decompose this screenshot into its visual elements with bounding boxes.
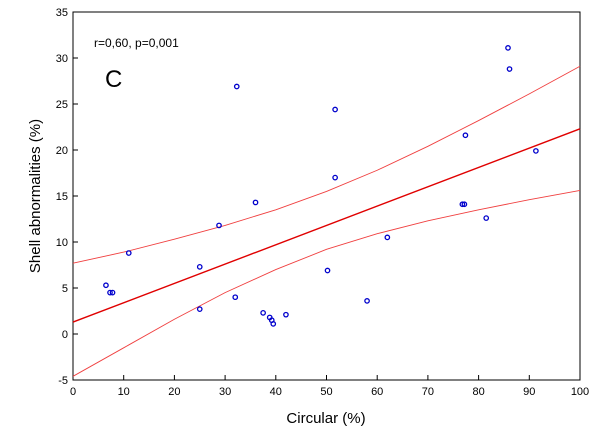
y-tick-label: 25 <box>56 99 68 111</box>
x-tick-label: 80 <box>472 386 484 398</box>
data-point <box>103 282 109 289</box>
y-tick-label: -5 <box>58 375 68 387</box>
y-tick-label: 5 <box>62 283 68 295</box>
x-tick-label: 30 <box>219 386 231 398</box>
x-tick-label: 60 <box>371 386 383 398</box>
data-point <box>324 267 331 274</box>
x-axis-title: Circular (%) <box>286 410 365 427</box>
y-axis: -5 0 5 10 15 20 25 30 35 <box>56 7 78 387</box>
data-point <box>332 174 338 181</box>
data-point <box>233 83 240 90</box>
data-point <box>461 201 468 208</box>
data-point <box>505 45 511 51</box>
confidence-lower-line <box>72 190 581 377</box>
x-tick-label: 70 <box>422 386 434 398</box>
data-point <box>533 148 539 154</box>
data-point <box>270 321 277 327</box>
data-point <box>483 215 490 221</box>
data-point <box>125 250 132 256</box>
data-point <box>283 311 289 318</box>
x-tick-label: 10 <box>118 386 130 398</box>
data-point <box>384 234 391 241</box>
panel-letter: C <box>105 66 122 93</box>
data-point <box>216 222 222 229</box>
regression-line-group <box>72 128 581 323</box>
y-tick-label: 15 <box>56 191 68 203</box>
data-point <box>506 66 513 72</box>
data-point <box>260 309 266 316</box>
x-tick-label: 40 <box>270 386 282 398</box>
regression-line <box>72 128 581 323</box>
data-point <box>459 201 466 208</box>
data-point <box>109 289 116 296</box>
data-point <box>252 199 259 206</box>
y-tick-label: 0 <box>62 329 68 341</box>
x-tick-label: 90 <box>523 386 535 398</box>
x-axis: 0 10 20 30 40 50 60 70 80 90 100 <box>70 375 589 398</box>
x-tick-label: 50 <box>320 386 332 398</box>
data-point <box>332 106 338 113</box>
x-tick-label: 0 <box>70 386 76 398</box>
x-tick-label: 20 <box>168 386 180 398</box>
y-tick-label: 30 <box>56 53 68 65</box>
stats-annotation: r=0,60, p=0,001 <box>94 36 179 50</box>
confidence-band <box>72 65 581 377</box>
data-point <box>196 263 203 270</box>
plot-border <box>72 11 581 381</box>
data-point <box>232 294 239 301</box>
x-tick-label: 100 <box>571 386 589 398</box>
y-axis-title: Shell abnormalities (%) <box>27 119 44 273</box>
confidence-upper-line <box>72 65 581 264</box>
data-point <box>196 306 203 313</box>
data-point <box>107 289 113 296</box>
y-tick-label: 35 <box>56 7 68 19</box>
y-tick-label: 20 <box>56 145 68 157</box>
data-points <box>103 45 539 327</box>
plot-frame <box>72 11 581 381</box>
data-point <box>462 132 469 139</box>
data-point <box>364 298 370 304</box>
y-tick-label: 10 <box>56 237 68 249</box>
